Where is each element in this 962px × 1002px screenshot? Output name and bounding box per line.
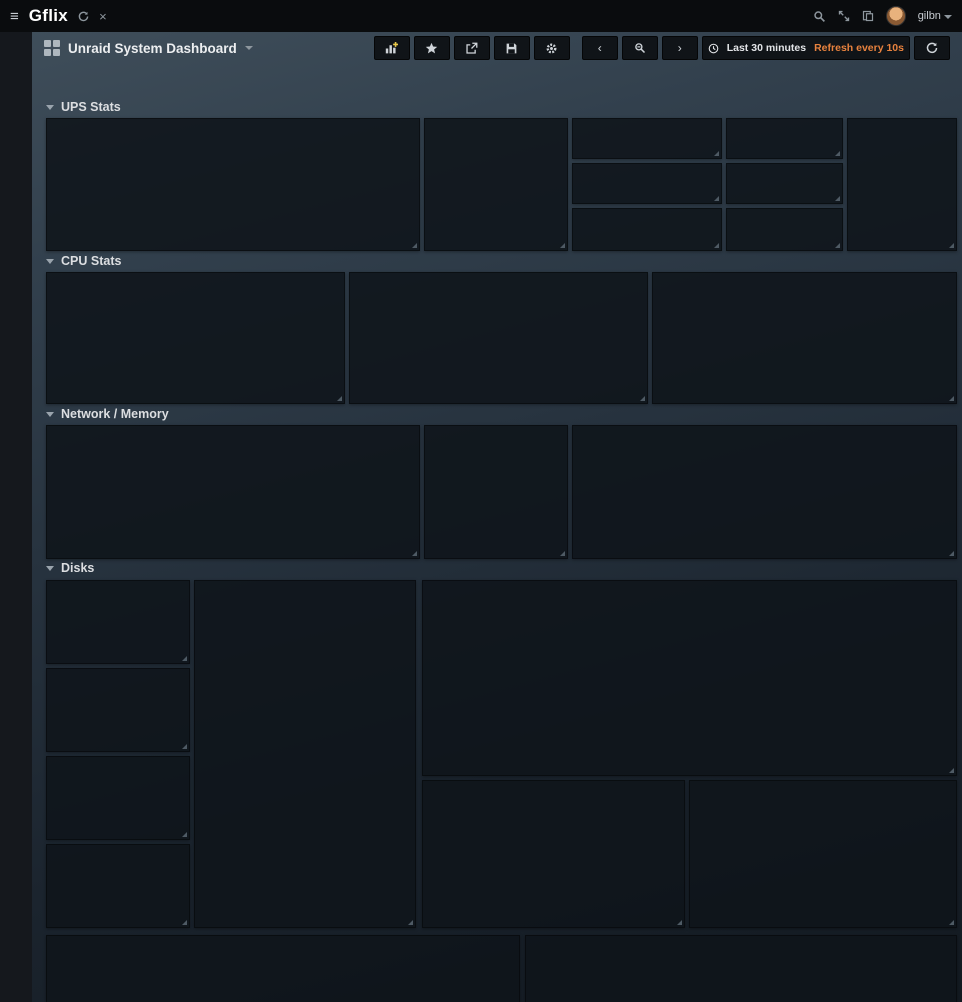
collapse-icon (46, 411, 54, 417)
section-network-memory[interactable]: Network / Memory (46, 407, 169, 421)
dashboard-picker-chevron-icon[interactable] (244, 46, 253, 50)
panel-cache-read (422, 780, 685, 928)
section-disks[interactable]: Disks (46, 561, 94, 575)
collapse-icon (46, 104, 54, 110)
hamburger-menu-icon[interactable]: ≡ (10, 7, 19, 25)
copy-page-icon[interactable] (862, 10, 874, 22)
chevron-down-icon (944, 15, 952, 19)
zoom-out-button[interactable] (621, 36, 658, 60)
panel-ups-runtime (572, 118, 722, 159)
panel-drive-temperatures (422, 580, 957, 776)
panel-array-read (46, 935, 520, 1002)
panel-this-years-cost (726, 118, 843, 159)
save-dashboard-button[interactable] (493, 36, 530, 60)
dashboard-settings-button[interactable] (533, 36, 570, 60)
panel-array-write (525, 935, 957, 1002)
panel-cpu-package (349, 272, 648, 404)
panel-ups-load-vs-time-left (847, 118, 957, 251)
search-icon[interactable] (813, 10, 826, 23)
close-tab-icon[interactable]: × (99, 8, 107, 24)
panel-storage-consumption (194, 580, 416, 928)
panel-ups-load (46, 118, 420, 251)
refresh-dashboard-button[interactable] (914, 36, 950, 60)
panel-memory (572, 425, 957, 559)
panel-average-daily-cost (726, 208, 843, 251)
panel-cpu-2 (652, 272, 957, 404)
section-ups-stats[interactable]: UPS Stats (46, 100, 121, 114)
panel-current-ups-load (572, 163, 722, 204)
panel-data-growth-month (46, 756, 190, 840)
reload-page-icon[interactable] (78, 11, 89, 22)
share-dashboard-button[interactable] (453, 36, 490, 60)
add-panel-button[interactable] (373, 36, 410, 60)
panel-data-growth-year (46, 844, 190, 928)
panel-uptime (424, 425, 568, 559)
refresh-interval-label: Refresh every 10s (814, 42, 904, 54)
app-sidebar (0, 32, 32, 1002)
time-forward-button[interactable]: › (661, 36, 698, 60)
fullscreen-icon[interactable] (838, 10, 850, 22)
collapse-icon (46, 565, 54, 571)
panel-cpu-1 (46, 272, 345, 404)
time-back-button[interactable]: ‹ (581, 36, 618, 60)
dashboard-header: Unraid System Dashboard ‹ › (32, 32, 962, 64)
panel-current-load-kwh (572, 208, 722, 251)
brand-logo: Gflix (28, 6, 69, 25)
top-navbar: ≡ Gflix × gilbn (0, 0, 962, 32)
collapse-icon (46, 258, 54, 264)
time-range-label: Last 30 minutes (726, 42, 807, 54)
panel-estimated-yearly-cost (726, 163, 843, 204)
panel-ups-battery-charge (424, 118, 568, 251)
dashboard-grid-icon[interactable] (44, 40, 60, 56)
section-cpu-stats[interactable]: CPU Stats (46, 254, 121, 268)
time-range-picker[interactable]: Last 30 minutes Refresh every 10s (701, 36, 910, 60)
panel-network (46, 425, 420, 559)
user-menu[interactable]: gilbn (918, 10, 952, 22)
panel-data-growth-today (46, 580, 190, 664)
star-dashboard-button[interactable] (413, 36, 450, 60)
panel-data-growth-week (46, 668, 190, 752)
dashboard-title[interactable]: Unraid System Dashboard (68, 40, 237, 56)
user-avatar[interactable] (885, 6, 906, 26)
panel-cache-write (689, 780, 957, 928)
